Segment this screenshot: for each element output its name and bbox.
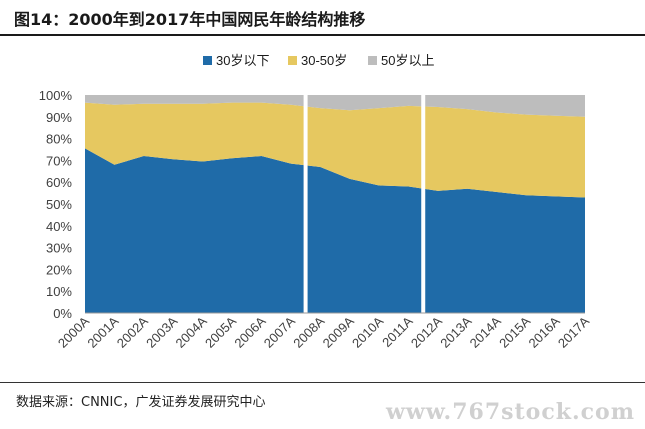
x-tick-label: 2007A: [261, 313, 298, 350]
x-tick-label: 2001A: [84, 313, 121, 350]
legend-label-1: 30岁以下: [216, 53, 269, 68]
y-tick-label: 20%: [46, 262, 72, 277]
legend-swatch-1: [203, 56, 212, 65]
y-tick-label: 40%: [46, 219, 72, 234]
x-tick-label: 2013A: [437, 313, 474, 350]
y-tick-label: 10%: [46, 284, 72, 299]
chart-container: 30岁以下 30-50岁 50岁以上 0% 10% 20% 30% 40% 50% 60% 70%…: [0, 36, 645, 376]
x-tick-label: 2014A: [467, 313, 504, 350]
source-note: 数据来源：CNNIC，广发证券发展研究中心: [16, 395, 266, 410]
y-tick-label: 70%: [46, 153, 72, 168]
x-tick-label: 2015A: [496, 313, 533, 350]
y-axis: 0% 10% 20% 30% 40% 50% 60% 70% 80% 90% 100%: [39, 88, 73, 321]
legend: 30岁以下 30-50岁 50岁以上: [203, 53, 434, 68]
y-tick-label: 80%: [46, 132, 72, 147]
x-tick-label: 2006A: [231, 313, 268, 350]
period-separators: [303, 93, 426, 317]
legend-swatch-3: [368, 56, 377, 65]
footer: 数据来源：CNNIC，广发证券发展研究中心 www.767stock.com: [0, 382, 645, 429]
x-tick-label: 2016A: [526, 313, 563, 350]
x-tick-label: 2008A: [290, 313, 327, 350]
title-bar: 图14：2000年到2017年中国网民年龄结构推移: [0, 0, 645, 36]
area-series-1: [85, 148, 585, 313]
x-tick-label: 2009A: [320, 313, 357, 350]
y-tick-label: 100%: [39, 88, 73, 103]
y-tick-label: 50%: [46, 197, 72, 212]
area-series-3: [85, 95, 585, 117]
watermark: www.767stock.com: [385, 399, 635, 425]
figure-title: 图14：2000年到2017年中国网民年龄结构推移: [14, 10, 366, 29]
age-structure-chart: 30岁以下 30-50岁 50岁以上 0% 10% 20% 30% 40% 50% 60% 70%…: [39, 53, 593, 351]
x-tick-label: 2003A: [143, 313, 180, 350]
y-tick-label: 30%: [46, 241, 72, 256]
plot-area: [85, 95, 585, 313]
x-tick-label: 2004A: [173, 313, 210, 350]
x-tick-label: 2011A: [379, 313, 416, 350]
x-tick-label: 2012A: [408, 313, 445, 350]
x-tick-label: 2017A: [555, 313, 592, 350]
x-tick-label: 2010A: [349, 313, 386, 350]
legend-label-2: 30-50岁: [301, 53, 347, 68]
x-axis: 2000A2001A2002A2003A2004A2005A2006A2007A…: [55, 312, 592, 351]
y-tick-label: 60%: [46, 175, 72, 190]
x-tick-label: 2002A: [114, 313, 151, 350]
y-tick-label: 90%: [46, 110, 72, 125]
x-tick-label: 2005A: [202, 313, 239, 350]
legend-label-3: 50岁以上: [381, 53, 434, 68]
y-tick-label: 0%: [53, 306, 72, 321]
area-series-2: [85, 102, 585, 198]
legend-swatch-2: [288, 56, 297, 65]
